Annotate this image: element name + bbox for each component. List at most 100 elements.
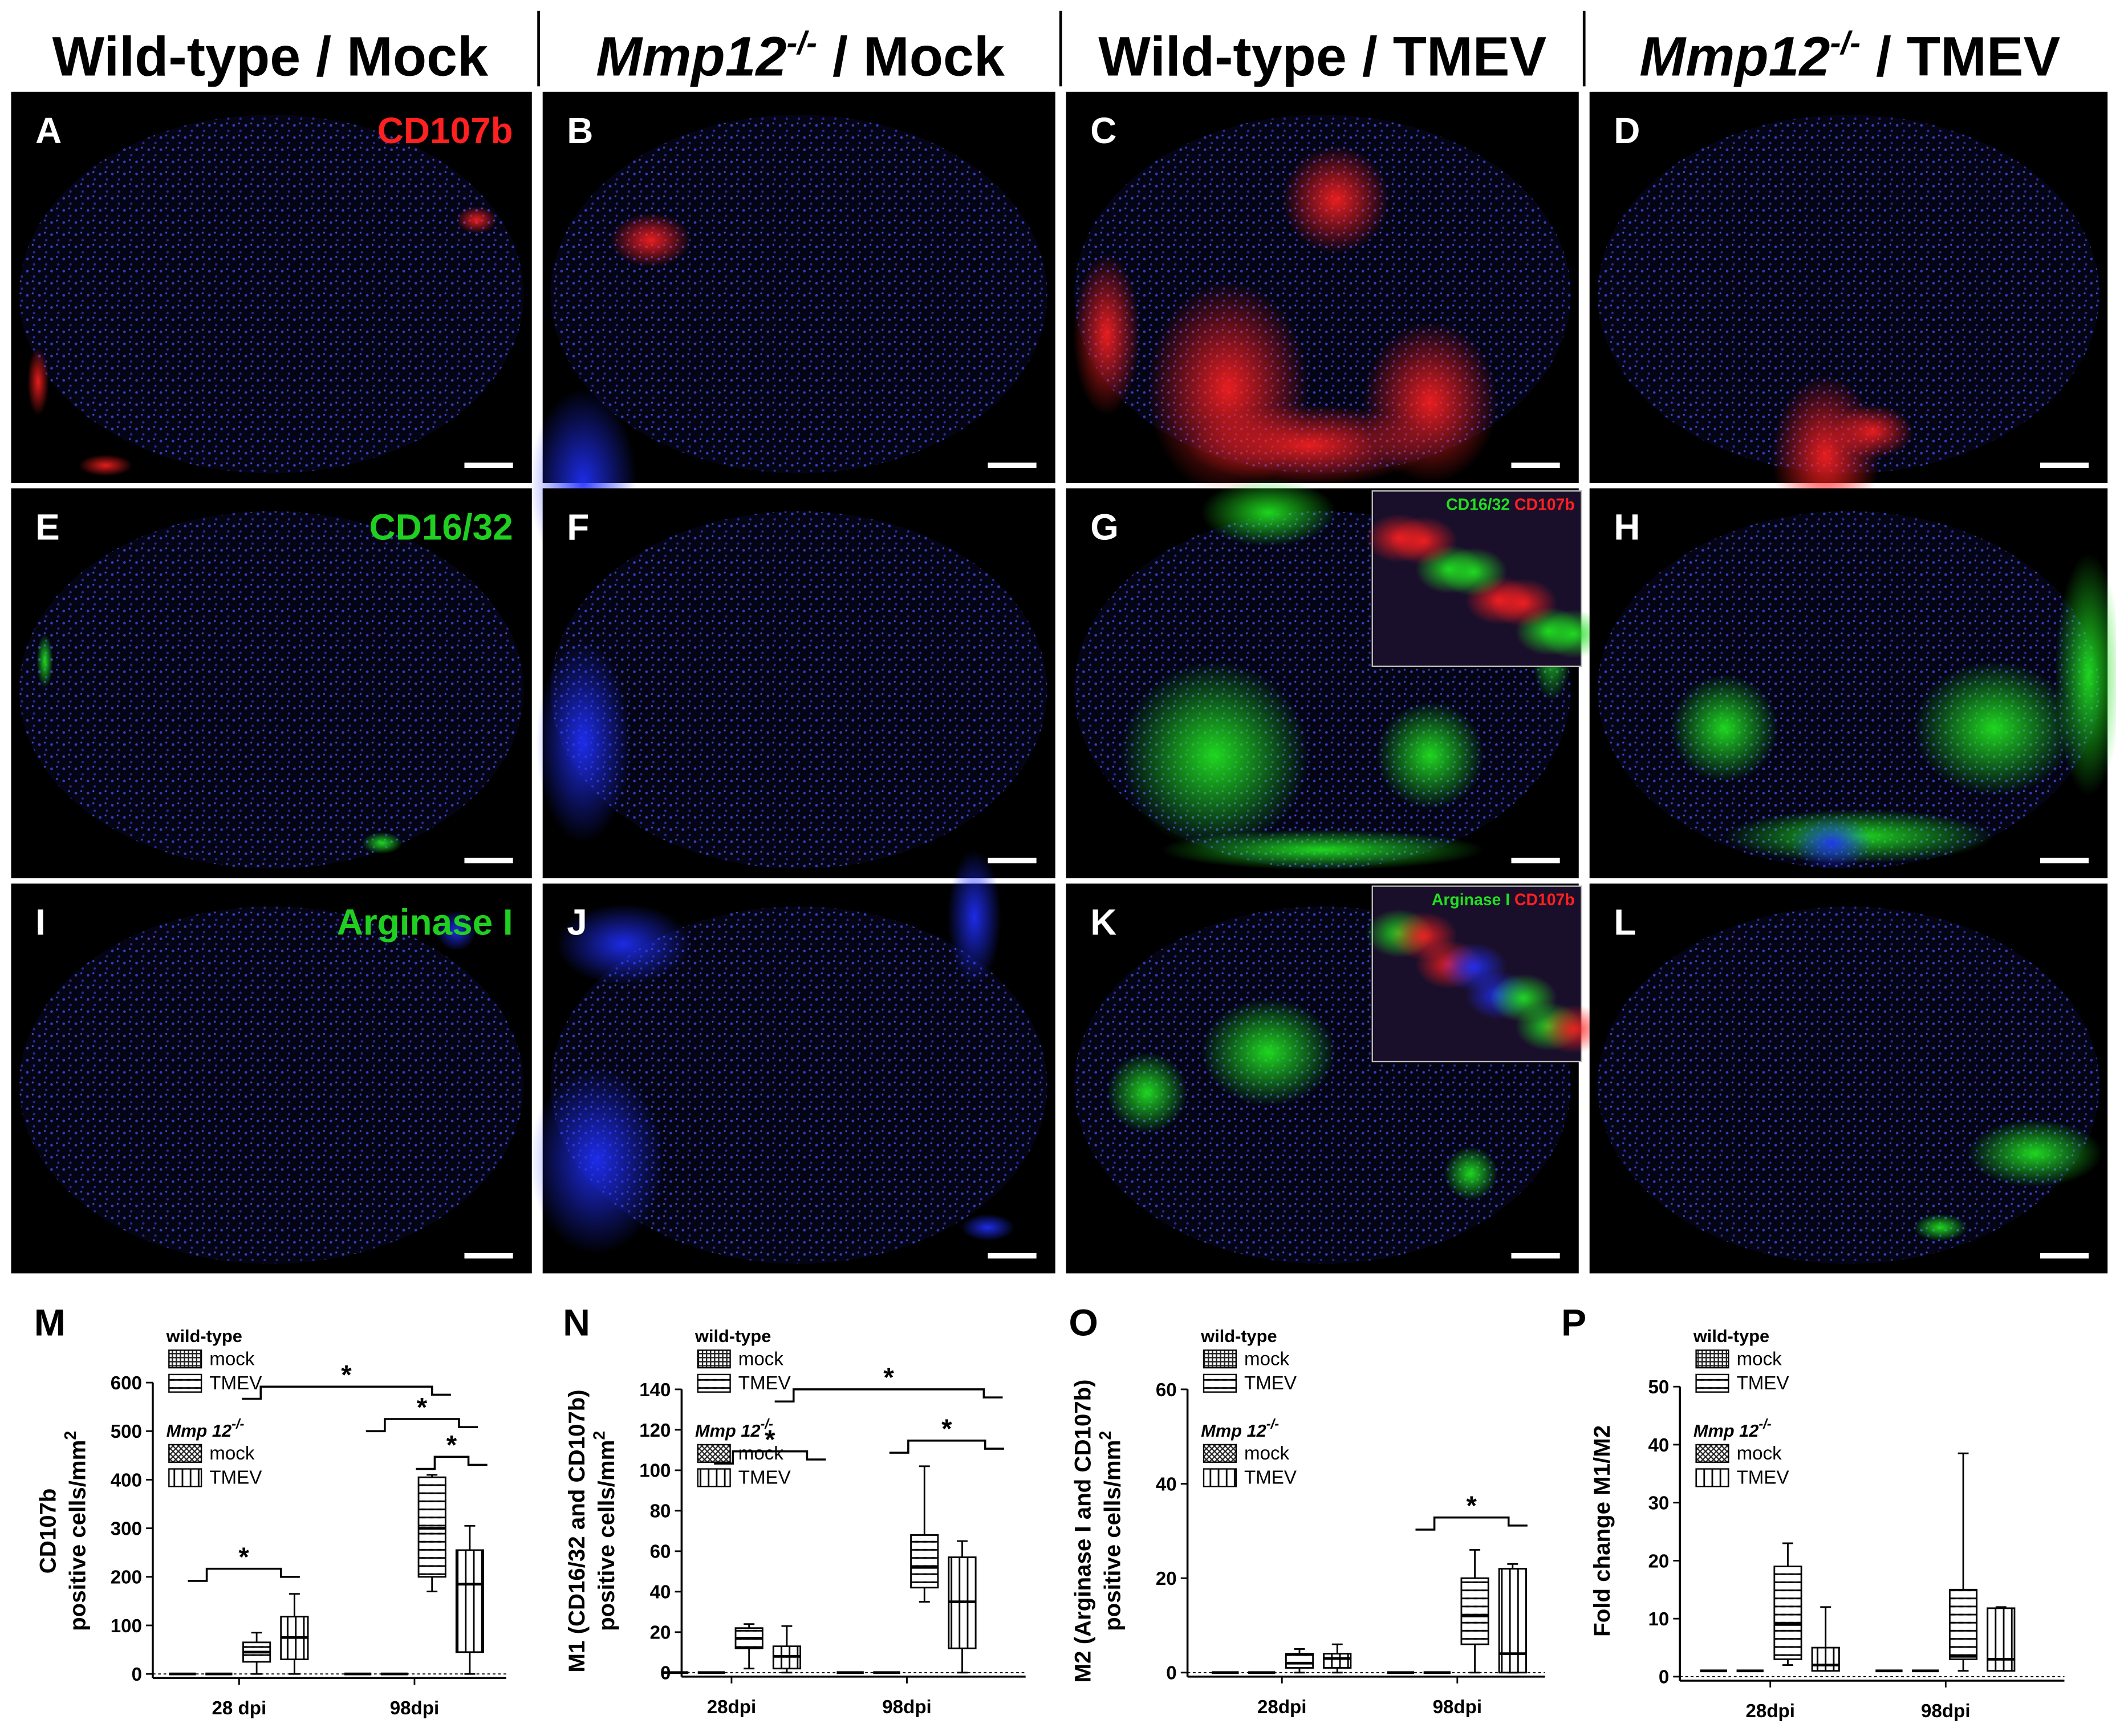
legend-label: TMEV — [209, 1467, 262, 1489]
inset-signal — [1440, 942, 1508, 991]
panel-letter: D — [1614, 110, 1640, 151]
panel-letter: G — [1090, 506, 1119, 547]
legend-title-text: wild-type — [1693, 1326, 1769, 1346]
legend-title-text: wild-type — [694, 1326, 771, 1346]
significance-bracket — [774, 1388, 1003, 1403]
gene-name: Mmp12 — [596, 25, 786, 87]
inset-label: Arginase I CD107b — [1432, 891, 1575, 909]
y-tick-label: 200 — [111, 1567, 142, 1588]
column-header: Wild-type / Mock — [52, 25, 489, 87]
legend-title: Mmp 12-/- — [166, 1417, 245, 1441]
inset-gap — [1510, 495, 1514, 514]
scale-bar — [1511, 462, 1560, 468]
inset-signal — [1489, 579, 1557, 628]
header-text: Wild-type / TMEV — [1098, 25, 1546, 87]
scale-bar — [464, 1253, 513, 1259]
legend-title: Mmp 12-/- — [695, 1417, 773, 1441]
significance-star: * — [883, 1363, 894, 1393]
stain-signal — [1913, 661, 2076, 796]
header-text: Wild-type / Mock — [52, 25, 489, 87]
column-header: Mmp12-/- / Mock — [596, 25, 1005, 87]
y-tick-label: 0 — [1166, 1663, 1176, 1684]
legend-swatch — [168, 1468, 202, 1487]
box — [1811, 1646, 1840, 1672]
legend-title-sup: -/- — [761, 1417, 773, 1432]
legend-label: mock — [209, 1348, 255, 1369]
legend-label: mock — [1244, 1348, 1290, 1369]
scale-bar — [464, 857, 513, 864]
panel-letter: K — [1090, 902, 1116, 943]
legend-title-sup: -/- — [1758, 1417, 1771, 1432]
stain-signal — [1913, 1214, 1968, 1241]
legend-label: TMEV — [209, 1373, 262, 1394]
legend-swatch — [1695, 1349, 1729, 1369]
legend-title-text: Mmp 12 — [695, 1421, 761, 1441]
legend-swatch — [1203, 1468, 1237, 1487]
stain-signal — [436, 910, 477, 952]
y-tick-label: 0 — [1659, 1667, 1669, 1688]
header-text: / TMEV — [1861, 25, 2061, 87]
x-tick-label: 98dpi — [390, 1698, 439, 1719]
inset-stain: CD107b — [1514, 891, 1575, 909]
significance-bracket — [714, 1450, 826, 1465]
spinal-cord-section — [550, 511, 1047, 869]
scale-bar — [988, 1253, 1037, 1259]
legend-swatch — [1695, 1444, 1729, 1463]
y-tick-label: 120 — [639, 1420, 671, 1441]
column-header: Wild-type / TMEV — [1098, 25, 1546, 87]
box — [1773, 1566, 1802, 1660]
legend-title: wild-type — [166, 1326, 242, 1346]
scale-bar — [1511, 857, 1560, 864]
genotype-sup: -/- — [1830, 26, 1861, 62]
stain-signal — [1376, 701, 1485, 810]
y-tick-label: 100 — [111, 1616, 142, 1637]
inset-stain: CD16/32 — [1446, 495, 1510, 514]
y-axis-label: CD107b — [35, 1488, 61, 1574]
significance-bracket — [188, 1567, 300, 1582]
y-tick-label: 20 — [1156, 1568, 1177, 1589]
y-axis-label-sup: 2 — [591, 1431, 609, 1440]
x-tick-label: 98dpi — [882, 1697, 931, 1718]
spinal-cord-section — [19, 511, 524, 869]
y-tick-label: 300 — [111, 1518, 142, 1539]
legend-label: mock — [1737, 1443, 1782, 1464]
stain-signal — [36, 634, 53, 688]
panel-letter: B — [567, 110, 593, 151]
plot-letter: M — [34, 1302, 66, 1344]
legend-title-text: Mmp 12 — [166, 1421, 232, 1441]
inset-label: CD16/32 CD107b — [1446, 495, 1575, 514]
y-axis-label-sup: 2 — [1096, 1431, 1115, 1440]
panel-letter: H — [1614, 506, 1640, 547]
significance-star: * — [1466, 1491, 1477, 1521]
y-axis-label-text: Fold change M1/M2 — [1589, 1425, 1615, 1637]
y-tick-label: 400 — [111, 1470, 142, 1491]
significance-star: * — [238, 1542, 249, 1572]
significance-bracket — [1415, 1516, 1528, 1531]
legend-swatch — [1203, 1373, 1237, 1393]
legend-swatch — [1695, 1468, 1729, 1487]
header-text: / Mock — [817, 25, 1005, 87]
y-tick-label: 100 — [639, 1461, 671, 1482]
y-tick-label: 500 — [111, 1421, 142, 1442]
x-tick-label: 28dpi — [1257, 1697, 1306, 1718]
legend-title: wild-type — [1693, 1326, 1769, 1346]
panel-letter: A — [35, 110, 62, 151]
stain-signal — [1201, 998, 1336, 1107]
stain-signal — [1187, 404, 1431, 486]
legend-label: TMEV — [738, 1373, 791, 1394]
plot-letter: O — [1069, 1302, 1098, 1344]
y-tick-label: 80 — [650, 1501, 671, 1522]
legend-swatch — [697, 1444, 731, 1463]
stain-signal — [456, 206, 497, 234]
legend-swatch — [1203, 1444, 1237, 1463]
y-tick-label: 0 — [132, 1664, 142, 1685]
legend-swatch — [697, 1349, 731, 1369]
spinal-cord-section — [550, 906, 1047, 1264]
legend-label: mock — [738, 1348, 784, 1369]
y-tick-label: 40 — [650, 1582, 671, 1603]
box — [1323, 1653, 1352, 1669]
significance-star: * — [446, 1430, 457, 1461]
significance-star: * — [341, 1360, 352, 1390]
